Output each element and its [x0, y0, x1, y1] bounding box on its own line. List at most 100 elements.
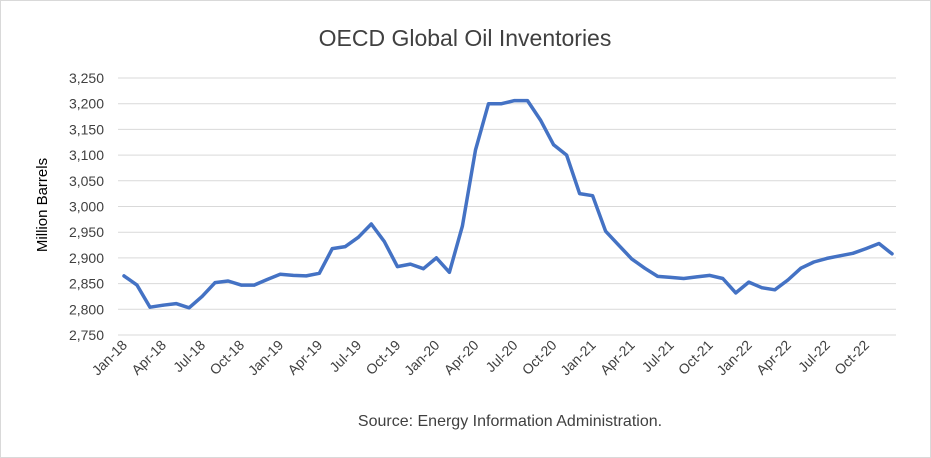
gridlines [118, 77, 896, 336]
data-point [330, 247, 334, 251]
x-tick-label: Apr-22 [753, 337, 794, 378]
data-point [369, 222, 373, 226]
data-point [708, 273, 712, 277]
y-axis-ticks: 2,750 2,800 2,850 2,900 2,950 3,000 3,050 3,100… [69, 70, 104, 343]
x-tick-label: Oct-19 [362, 337, 403, 378]
data-point [473, 148, 477, 152]
data-point [447, 270, 451, 274]
x-tick-label: Apr-21 [597, 337, 638, 378]
data-point [578, 192, 582, 196]
x-tick-label: Jan-20 [401, 337, 443, 379]
data-point [434, 256, 438, 260]
data-point [356, 235, 360, 239]
x-tick-label: Jan-22 [713, 337, 755, 379]
data-point [304, 274, 308, 278]
data-point [604, 229, 608, 233]
series-line [122, 98, 894, 310]
x-tick-label: Apr-18 [128, 337, 169, 378]
data-point [877, 242, 881, 246]
x-tick-label: Apr-20 [441, 337, 482, 378]
x-tick-label: Jan-19 [245, 337, 287, 379]
data-point [682, 276, 686, 280]
data-point [135, 283, 139, 287]
data-point [408, 262, 412, 266]
data-point [669, 275, 673, 279]
x-tick-label: Jul-19 [326, 337, 364, 375]
data-point [695, 275, 699, 279]
data-point [864, 247, 868, 251]
data-point [786, 278, 790, 282]
y-tick-label: 3,250 [69, 70, 104, 86]
chart-title: OECD Global Oil Inventories [319, 25, 612, 51]
data-point [552, 143, 556, 147]
data-point [656, 274, 660, 278]
y-tick-label: 3,050 [69, 173, 104, 189]
x-tick-label: Jul-21 [639, 337, 677, 375]
data-point [291, 273, 295, 277]
data-point [395, 265, 399, 269]
y-tick-label: 3,100 [69, 147, 104, 163]
data-point [747, 280, 751, 284]
y-tick-label: 3,000 [69, 199, 104, 215]
data-point [513, 99, 517, 103]
x-tick-label: Jan-21 [557, 337, 599, 379]
data-point [122, 274, 126, 278]
data-point [252, 283, 256, 287]
data-point [838, 254, 842, 258]
data-point [812, 260, 816, 264]
data-point [643, 266, 647, 270]
y-tick-label: 2,950 [69, 224, 104, 240]
data-point [526, 99, 530, 103]
data-point [630, 257, 634, 261]
data-point [734, 291, 738, 295]
y-tick-label: 3,150 [69, 121, 104, 137]
data-point [213, 281, 217, 285]
data-point [421, 267, 425, 271]
data-point [382, 239, 386, 243]
y-tick-label: 2,850 [69, 276, 104, 292]
data-point [278, 272, 282, 276]
data-point [499, 102, 503, 106]
data-point [174, 302, 178, 306]
y-tick-label: 2,750 [69, 327, 104, 343]
data-point [343, 245, 347, 249]
x-tick-label: Jul-18 [170, 337, 208, 375]
data-point [148, 305, 152, 309]
data-point [317, 271, 321, 275]
data-point [565, 153, 569, 157]
x-tick-label: Oct-21 [675, 337, 716, 378]
y-tick-label: 3,200 [69, 96, 104, 112]
data-point [486, 102, 490, 106]
x-tick-label: Oct-18 [206, 337, 247, 378]
data-point [721, 276, 725, 280]
x-tick-label: Jul-20 [482, 337, 520, 375]
data-point [539, 118, 543, 122]
data-point [187, 306, 191, 310]
x-tick-label: Oct-22 [831, 337, 872, 378]
series-layer [122, 98, 894, 310]
x-tick-label: Oct-20 [519, 337, 560, 378]
data-point [239, 283, 243, 287]
data-point [890, 252, 894, 256]
data-point [460, 224, 464, 228]
data-point [591, 194, 595, 198]
data-point [226, 279, 230, 283]
data-point [825, 256, 829, 260]
data-point [200, 294, 204, 298]
x-tick-label: Jul-22 [795, 337, 833, 375]
y-axis-label: Million Barrels [34, 158, 51, 252]
data-point [161, 303, 165, 307]
data-point [617, 243, 621, 247]
y-tick-label: 2,900 [69, 250, 104, 266]
data-point [760, 286, 764, 290]
data-point [851, 251, 855, 255]
y-tick-label: 2,800 [69, 301, 104, 317]
data-point [799, 266, 803, 270]
source-note: Source: Energy Information Administratio… [358, 413, 662, 430]
data-point [265, 277, 269, 281]
data-point [773, 288, 777, 292]
x-tick-label: Apr-19 [284, 337, 325, 378]
